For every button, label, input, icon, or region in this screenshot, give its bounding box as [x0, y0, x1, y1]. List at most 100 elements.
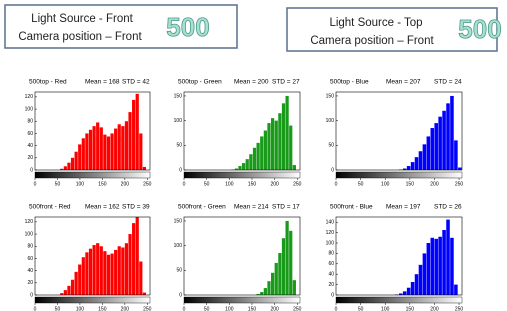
x-tick-label: 0 — [335, 181, 338, 187]
mean-label: Mean = 214 — [234, 204, 269, 211]
colorbar — [184, 172, 300, 178]
y-tick-label: 120 — [326, 230, 335, 236]
bar — [121, 126, 124, 170]
bar — [121, 247, 124, 295]
y-tick-label: 50 — [176, 143, 182, 149]
y-tick-label: 120 — [25, 219, 34, 225]
bar — [419, 265, 423, 295]
bar — [67, 286, 70, 295]
bar — [136, 94, 139, 170]
bar — [132, 100, 135, 170]
header-line: Camera position – Front — [18, 31, 142, 43]
bar — [260, 292, 263, 295]
bar — [427, 243, 431, 295]
bar — [78, 265, 81, 295]
bar — [110, 254, 113, 295]
chart-title: 500top - Green — [178, 79, 222, 86]
page: Light Source - Front Camera position – F… — [0, 0, 507, 311]
bar — [246, 159, 249, 170]
x-tick-label: 150 — [406, 181, 415, 187]
bar — [114, 250, 117, 295]
bar — [446, 103, 450, 170]
bar — [286, 96, 289, 170]
bar — [75, 272, 78, 295]
x-tick-label: 250 — [293, 181, 302, 187]
y-tick-label: 0 — [331, 292, 334, 298]
bar — [89, 130, 92, 170]
colorbar — [336, 172, 462, 178]
bar — [275, 263, 278, 295]
bar — [278, 113, 281, 170]
bar — [442, 230, 446, 295]
x-tick-label: 50 — [55, 181, 61, 187]
bar — [419, 151, 423, 170]
bar — [289, 126, 292, 170]
bar — [128, 112, 131, 170]
banknote: 500 — [458, 14, 501, 44]
std-label: STD = 27 — [272, 79, 300, 86]
bar — [85, 252, 88, 295]
y-tick-label: 40 — [328, 272, 334, 278]
std-label: STD = 24 — [434, 79, 462, 86]
colorbar — [184, 297, 300, 303]
header-line: Camera position – Front — [310, 35, 434, 47]
x-tick-label: 150 — [98, 181, 107, 187]
mean-label: Mean = 162 — [85, 204, 120, 211]
x-tick-label: 0 — [183, 181, 186, 187]
colorbar — [35, 172, 150, 178]
y-tick-label: 50 — [176, 268, 182, 274]
bar — [107, 136, 110, 170]
bar — [82, 138, 85, 170]
std-label: STD = 42 — [122, 79, 150, 86]
bar — [96, 243, 99, 295]
bar — [423, 253, 427, 295]
bar — [114, 129, 117, 170]
y-tick-label: 100 — [326, 118, 335, 124]
x-tick-label: 150 — [406, 306, 415, 311]
bar — [286, 221, 289, 295]
bar — [264, 131, 267, 170]
bar — [411, 162, 415, 170]
bar — [118, 246, 121, 295]
banknote: 500 — [166, 12, 209, 42]
x-tick-label: 250 — [455, 306, 464, 311]
x-tick-label: 100 — [225, 306, 234, 311]
bar — [289, 231, 292, 295]
std-label: STD = 39 — [122, 204, 150, 211]
bar — [139, 133, 142, 170]
bar — [271, 118, 274, 170]
bar — [253, 148, 256, 170]
bar — [427, 136, 431, 170]
bar — [249, 154, 252, 170]
x-tick-label: 200 — [270, 181, 279, 187]
bar — [238, 166, 241, 170]
chart-title: 500top - Blue — [330, 79, 369, 86]
header-line: Light Source - Front — [31, 13, 133, 25]
bar — [407, 166, 411, 170]
colorbar — [35, 297, 150, 303]
chart-title: 500front - Red — [29, 204, 71, 211]
y-tick-label: 80 — [27, 119, 33, 125]
x-tick-label: 150 — [248, 306, 257, 311]
x-tick-label: 150 — [98, 306, 107, 311]
x-tick-label: 150 — [248, 181, 257, 187]
bar — [125, 121, 128, 170]
bar — [75, 152, 78, 170]
bar — [64, 166, 67, 170]
mean-label: Mean = 207 — [386, 79, 421, 86]
bar — [407, 288, 411, 295]
bar — [450, 96, 454, 170]
bar — [411, 282, 415, 295]
bar — [415, 157, 419, 170]
bar — [442, 111, 446, 170]
bar — [434, 123, 438, 170]
bar — [64, 290, 67, 295]
bar — [93, 245, 96, 295]
y-tick-label: 0 — [179, 292, 182, 298]
bar — [242, 163, 245, 170]
y-tick-label: 100 — [25, 106, 34, 112]
x-tick-label: 200 — [430, 181, 439, 187]
x-tick-label: 0 — [34, 181, 37, 187]
bar — [71, 158, 74, 170]
colorbar — [336, 297, 462, 303]
